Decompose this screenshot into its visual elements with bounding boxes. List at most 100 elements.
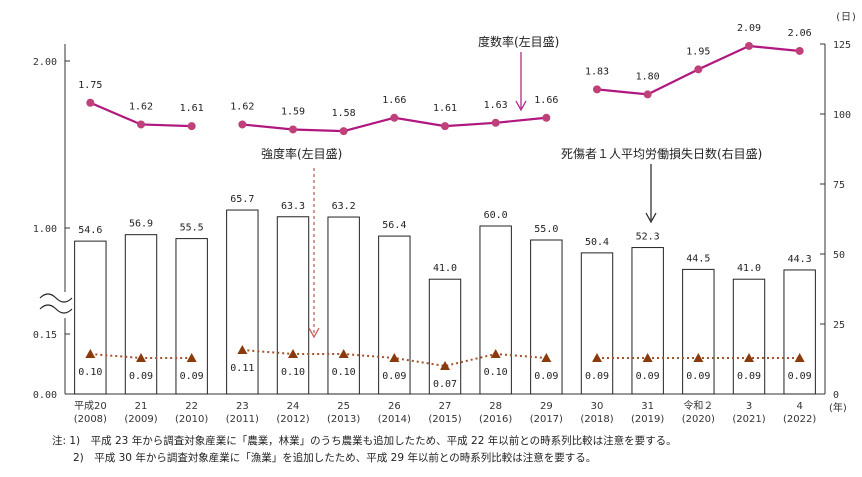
severity-rate-label: 0.09 <box>636 371 660 382</box>
bar-value-label: 55.5 <box>180 223 204 234</box>
frequency-rate-label: 1.66 <box>534 95 558 106</box>
severity-rate-label: 0.10 <box>78 367 102 378</box>
bar-value-label: 44.3 <box>788 254 812 265</box>
severity-rate-point <box>186 353 197 362</box>
legend-severity-rate: 強度率(左目盛) <box>261 146 342 161</box>
x-tick-label-year: (2015) <box>428 414 461 425</box>
bar <box>378 235 411 395</box>
severity-rate-point <box>642 353 653 362</box>
x-tick-label-year: (2021) <box>732 414 765 425</box>
bar-value-label: 50.4 <box>585 237 609 248</box>
severity-rate-label: 0.09 <box>686 371 710 382</box>
bar <box>124 234 158 395</box>
x-tick-label: 30 <box>591 401 604 412</box>
bar <box>74 240 107 395</box>
x-tick-label: 31 <box>641 401 654 412</box>
bar-value-label: 54.6 <box>78 225 102 236</box>
bar <box>479 225 512 395</box>
severity-rate-label: 0.09 <box>534 371 558 382</box>
x-tick-label-year: (2018) <box>580 414 613 425</box>
x-tick-label: 27 <box>439 401 452 412</box>
frequency-rate-series: 1.75 1.62 1.61 1.62 1.59 1.58 1.66 1.61 1.63 1.66… <box>78 23 812 136</box>
annotations: 度数率(左目盛) 強度率(左目盛) 死傷者１人平均労働損失日数(右目盛) <box>261 34 762 339</box>
x-tick-label-year: (2010) <box>175 414 208 425</box>
severity-rate-label: 0.09 <box>180 371 204 382</box>
severity-rate-point <box>744 353 754 362</box>
x-tick-label: 4 <box>796 401 802 412</box>
x-tick-label-year: (2009) <box>124 414 157 425</box>
bar-value-label: 56.9 <box>129 219 153 230</box>
chart: 2.00 1.00 0.15 0.00 125 100 75 50 25 0 (日) 54.6 56… <box>33 12 857 425</box>
frequency-rate-point <box>238 120 247 129</box>
x-tick-label-year: (2012) <box>276 414 309 425</box>
frequency-rate-label: 1.58 <box>332 108 356 119</box>
frequency-rate-point <box>137 120 145 129</box>
right-tick-label: 100 <box>833 110 851 121</box>
severity-rate-series: 0.10 0.09 0.09 0.11 0.10 0.10 0.09 0.07 0.10 0.09… <box>78 345 812 390</box>
right-axis-unit: (日) <box>835 12 857 23</box>
frequency-rate-label: 1.83 <box>585 66 609 77</box>
x-tick-label: 24 <box>287 401 300 412</box>
frequency-rate-point <box>187 122 196 131</box>
x-tick-label: 21 <box>135 401 148 412</box>
right-tick-label: 0 <box>833 390 839 401</box>
frequency-rate-point <box>339 127 348 136</box>
x-tick-label: 平成20 <box>74 400 107 412</box>
frequency-rate-label: 1.80 <box>636 71 660 82</box>
severity-rate-label: 0.11 <box>230 363 254 374</box>
right-tick-label: 25 <box>833 320 845 331</box>
severity-rate-point <box>440 361 450 370</box>
severity-rate-point <box>237 345 248 354</box>
legend-lost-days: 死傷者１人平均労働損失日数(右目盛) <box>561 146 762 161</box>
severity-rate-point <box>490 349 501 358</box>
x-tick-label-year: (2013) <box>327 414 360 425</box>
severity-rate-point <box>794 353 805 362</box>
right-tick-label: 50 <box>833 250 845 261</box>
frequency-rate-label: 2.06 <box>788 28 812 39</box>
frequency-rate-label: 1.61 <box>180 103 204 114</box>
frequency-rate-point <box>289 125 297 134</box>
x-tick-label-year: (2022) <box>783 414 816 425</box>
frequency-rate-label: 1.61 <box>433 103 457 114</box>
bar <box>428 278 462 395</box>
frequency-rate-point <box>593 85 601 94</box>
bar <box>530 239 563 395</box>
bar-value-label: 41.0 <box>737 263 761 274</box>
severity-rate-point <box>541 353 552 362</box>
bar <box>682 268 715 395</box>
bar-value-label: 52.3 <box>636 232 660 243</box>
legend-severity-arrow-head <box>308 327 320 339</box>
bar <box>732 278 766 395</box>
frequency-rate-label: 1.63 <box>484 100 508 111</box>
bar <box>226 209 259 395</box>
frequency-rate-point <box>542 113 551 122</box>
x-tick-label-year: (2017) <box>530 414 563 425</box>
x-axis-labels: 平成20 (2008) 21 (2009) 22 (2010) 23 (2011) 24 (201… <box>74 399 847 425</box>
x-tick-label: 25 <box>337 401 350 412</box>
severity-rate-label: 0.10 <box>281 367 305 378</box>
severity-rate-point <box>389 353 400 362</box>
frequency-rate-label: 1.95 <box>686 46 710 57</box>
legend-frequency-arrow-head <box>515 100 527 112</box>
x-tick-label-year: (2019) <box>631 414 664 425</box>
severity-rate-point <box>592 353 602 362</box>
bar-value-label: 44.5 <box>686 253 710 264</box>
left-axis: 2.00 1.00 0.15 0.00 <box>33 44 73 401</box>
frequency-rate-label: 1.66 <box>382 95 406 106</box>
left-tick-label: 0.15 <box>33 330 57 341</box>
left-tick-label: 0.00 <box>33 390 57 401</box>
left-tick-label: 2.00 <box>33 57 57 68</box>
frequency-rate-point <box>86 98 95 107</box>
bar-value-label: 60.0 <box>484 210 508 221</box>
frequency-rate-label: 2.09 <box>737 23 761 34</box>
bar-value-label: 63.2 <box>332 201 356 212</box>
legend-lost-days-arrow-head <box>645 212 657 224</box>
x-tick-label: 3 <box>746 401 752 412</box>
bar <box>327 216 360 395</box>
severity-rate-label: 0.09 <box>585 371 609 382</box>
bar <box>175 238 208 395</box>
bar-value-label: 55.0 <box>534 224 558 235</box>
frequency-rate-point <box>694 65 703 74</box>
x-tick-label-year: (2020) <box>682 414 715 425</box>
bar <box>631 247 664 395</box>
